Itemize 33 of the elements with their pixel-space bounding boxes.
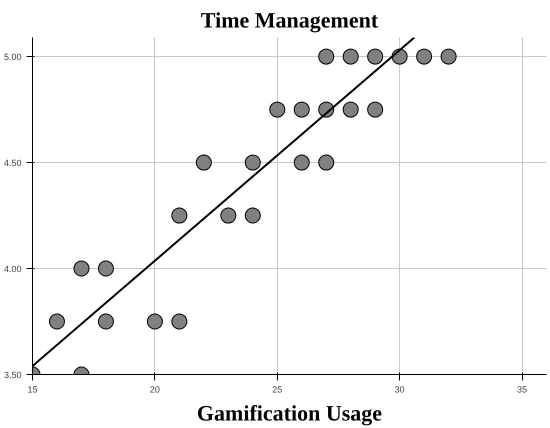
point bbox=[367, 102, 384, 118]
point bbox=[98, 314, 114, 330]
y-tick-label: 3.50 bbox=[4, 370, 22, 380]
point bbox=[196, 154, 212, 171]
point bbox=[171, 208, 188, 224]
x-tick-label: 20 bbox=[150, 384, 160, 394]
point bbox=[440, 48, 457, 65]
point bbox=[269, 102, 286, 118]
x-tick-label: 35 bbox=[517, 384, 528, 394]
point bbox=[73, 260, 90, 277]
x-axis-title: Gamification Usage bbox=[196, 400, 382, 426]
point bbox=[48, 314, 65, 330]
point bbox=[244, 208, 261, 224]
y-tick-label: 4.50 bbox=[4, 158, 22, 168]
point bbox=[367, 48, 384, 65]
x-tick-label: 25 bbox=[272, 384, 282, 394]
y-tick-label: 5.00 bbox=[4, 52, 22, 62]
point bbox=[98, 260, 114, 277]
point bbox=[244, 154, 261, 171]
point bbox=[294, 102, 310, 118]
point bbox=[342, 102, 359, 118]
point bbox=[171, 314, 188, 330]
y-tick-label: 4.00 bbox=[4, 264, 22, 274]
point bbox=[342, 48, 359, 65]
point bbox=[416, 48, 432, 65]
x-tick-label: 15 bbox=[27, 384, 38, 394]
point bbox=[318, 48, 334, 65]
point bbox=[220, 208, 236, 224]
point bbox=[146, 314, 163, 330]
chart-title: Time Management bbox=[200, 8, 379, 32]
x-tick-label: 30 bbox=[394, 384, 405, 394]
point bbox=[294, 154, 310, 171]
point bbox=[318, 154, 334, 171]
